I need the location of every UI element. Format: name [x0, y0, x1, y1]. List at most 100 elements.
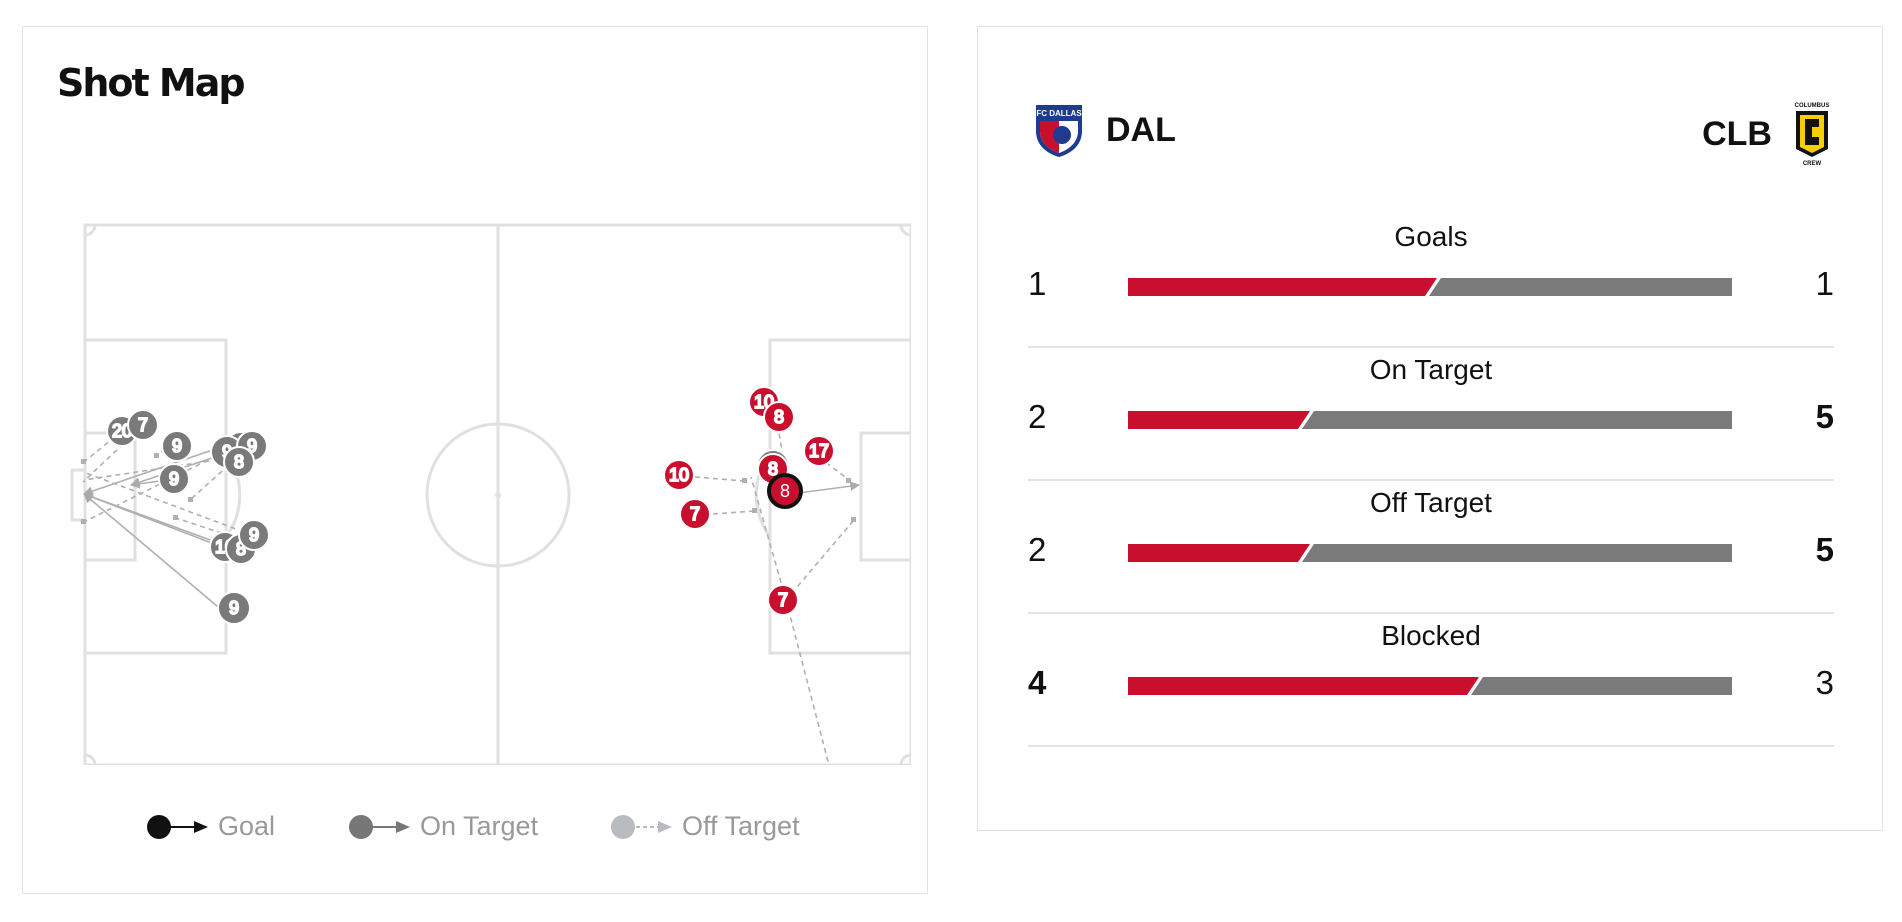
stat-label: Off Target: [1370, 487, 1492, 518]
stat-away-value: 5: [1815, 398, 1834, 435]
shot-trajectory: [818, 456, 850, 481]
shot-marker[interactable]: 9: [158, 463, 190, 495]
fc-dallas-logo-icon: FC DALLAS: [1036, 105, 1082, 157]
off-target-legend-icon: [611, 814, 672, 839]
shot-number: 7: [778, 590, 788, 610]
shot-endpoint: [188, 497, 193, 502]
stat-label: Blocked: [1381, 620, 1481, 651]
goal-shot-marker[interactable]: 8: [767, 473, 803, 509]
shot-marker[interactable]: 10: [663, 459, 695, 491]
shot-number: 8: [768, 459, 778, 479]
on-target-legend-icon: [349, 814, 410, 839]
stat-comparison-bar: [1128, 411, 1732, 429]
pitch: 20 7 9 9 9 9 9 8 10 8 9 9 10 8 17 10 8 7…: [70, 223, 911, 765]
shot-marker[interactable]: 17: [803, 435, 835, 467]
away-bar-segment: [1302, 411, 1732, 429]
shot-marker[interactable]: 8: [763, 401, 795, 433]
svg-text:CREW: CREW: [1803, 161, 1822, 167]
stat-comparison-bar: [1128, 677, 1732, 695]
shot-number: 7: [690, 504, 700, 524]
stat-home-value: 4: [1028, 664, 1047, 701]
shot-number: 7: [138, 415, 148, 435]
left-goal: [70, 468, 87, 522]
shot-trajectory: [83, 492, 236, 550]
shot-endpoint: [742, 478, 747, 483]
corner-arc: [84, 224, 97, 237]
stat-row: On Target 2 5: [1028, 346, 1834, 481]
stat-row: Off Target 2 5: [1028, 479, 1834, 614]
shot-endpoint: [154, 453, 159, 458]
away-team-abbr: CLB: [1702, 114, 1772, 153]
stat-row: Goals 1 1: [1028, 213, 1834, 348]
svg-text:FC DALLAS: FC DALLAS: [1036, 109, 1082, 118]
shot-number: 9: [229, 598, 239, 618]
legend-goal: Goal: [146, 811, 275, 842]
right-six-yard-box: [859, 431, 911, 562]
home-team-abbr: DAL: [1106, 110, 1176, 149]
columbus-crew-logo-icon: COLUMBUS CREW: [1795, 103, 1830, 167]
shot-trajectory: [785, 519, 855, 601]
stat-comparison-bar: [1128, 278, 1732, 296]
shot-trajectory: [694, 476, 745, 482]
stat-row: Blocked 4 3: [1028, 612, 1834, 747]
left-penalty-box: [83, 338, 228, 655]
shot-trajectories: [83, 445, 236, 618]
stat-comparison-bar: [1128, 544, 1732, 562]
shot-number: 10: [669, 465, 689, 485]
shot-trajectory: [83, 493, 231, 618]
shot-trajectory: [785, 599, 830, 765]
away-bar-segment: [1471, 677, 1732, 695]
off-target-trajectories: [82, 401, 855, 765]
shot-endpoints: [81, 453, 856, 524]
stats-card: FC DALLAS DAL CLB COLUMBUS CREW Goals 1 1 O…: [977, 26, 1883, 831]
home-bar-segment: [1128, 278, 1437, 296]
shot-number: 9: [249, 525, 259, 545]
shot-endpoint: [81, 459, 86, 464]
legend-on-target-label: On Target: [420, 811, 539, 841]
home-shots: 10 8 17 10 8 7 8 7: [663, 386, 835, 616]
shot-map-card: Shot Map: [22, 26, 928, 894]
legend-on-target: On Target: [348, 811, 538, 842]
stat-home-value: 1: [1028, 265, 1047, 302]
goal-legend-icon: [147, 814, 208, 839]
shot-number: 9: [172, 436, 182, 456]
shot-marker[interactable]: 7: [127, 409, 159, 441]
shot-endpoint: [846, 478, 851, 483]
home-bar-segment: [1128, 411, 1310, 429]
away-bar-segment: [1302, 544, 1732, 562]
shot-trajectory: [83, 456, 237, 481]
home-bar-segment: [1128, 544, 1310, 562]
shot-marker[interactable]: 7: [679, 498, 711, 530]
shot-marker[interactable]: 9: [238, 519, 270, 551]
home-bar-segment: [1128, 677, 1479, 695]
shot-trajectory: [750, 476, 787, 601]
svg-text:COLUMBUS: COLUMBUS: [1795, 103, 1830, 109]
shot-number: 9: [169, 469, 179, 489]
shot-number: 8: [234, 452, 244, 472]
shot-marker[interactable]: 7: [767, 584, 799, 616]
stat-away-value: 3: [1815, 664, 1834, 701]
shot-endpoint: [752, 508, 757, 513]
shot-number: 17: [809, 441, 829, 461]
stat-away-value: 1: [1815, 265, 1834, 302]
stat-away-value: 5: [1815, 531, 1834, 568]
shot-marker[interactable]: 8: [223, 446, 255, 478]
away-shots: 20 7 9 9 9 9 9 8 10 8 9 9: [106, 409, 270, 625]
shot-marker[interactable]: 9: [161, 430, 193, 462]
shot-trajectory: [712, 510, 755, 515]
center-spot: [495, 492, 501, 498]
shot-endpoint: [851, 517, 856, 522]
corner-arc: [899, 753, 911, 765]
legend-goal-label: Goal: [218, 811, 276, 841]
away-team: CLB COLUMBUS CREW: [1702, 101, 1834, 167]
stat-home-value: 2: [1028, 531, 1047, 568]
legend-off-target: Off Target: [610, 811, 800, 842]
home-team: FC DALLAS DAL: [1030, 101, 1176, 159]
shot-endpoint: [173, 515, 178, 520]
corner-arc: [899, 224, 911, 237]
legend-off-target-label: Off Target: [682, 811, 800, 841]
shot-marker[interactable]: 9: [217, 591, 251, 625]
away-bar-segment: [1429, 278, 1732, 296]
center-circle: [425, 422, 571, 568]
shot-number: 8: [780, 481, 790, 501]
